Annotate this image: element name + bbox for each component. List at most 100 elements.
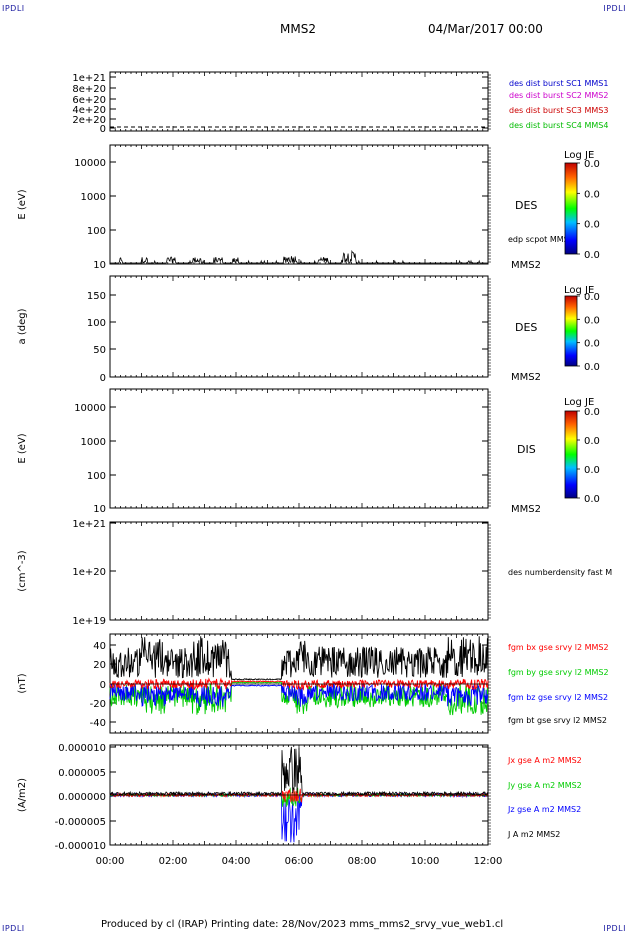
p3-ylabel: a (deg) — [17, 308, 28, 344]
p7-ytick-label: 0.000010 — [58, 743, 106, 754]
p6-ytick-label: 20 — [93, 660, 106, 671]
p2-colorbar-tick-label: 0.0 — [584, 189, 600, 200]
p6-ytick-label: -40 — [90, 718, 106, 729]
corner-label-bottom-left: IPDLI — [2, 924, 25, 933]
p5-ylabel: (cm^-3) — [17, 550, 28, 591]
p4-ytick-label: 1000 — [81, 437, 106, 448]
spacecraft-title: MMS2 — [280, 22, 316, 36]
p5-ytick-label: 1e+19 — [72, 616, 106, 627]
p5-ytick-label: 1e+20 — [72, 567, 106, 578]
corner-label-top-right: IPDLI — [603, 4, 626, 13]
time-axis-tick-label: 00:00 — [96, 856, 125, 867]
p2-ytick-label: 10 — [93, 260, 106, 271]
p6-series-bx — [109, 677, 489, 691]
p4-colorbar — [564, 410, 578, 499]
p2-plot-frame — [109, 144, 489, 265]
p6-legend-label: fgm bx gse srvy l2 MMS2 — [508, 643, 609, 652]
p1-legend-label: des dist burst SC2 MMS2 — [509, 91, 608, 100]
p5-legend-label: des numberdensity fast M — [508, 568, 612, 577]
p3-colorbar-tick-label: 0.0 — [584, 339, 600, 350]
p7-ytick-label: 0.000000 — [58, 792, 106, 803]
p2-overlay-label: edp scpot MMS2 — [508, 235, 574, 244]
p6-legend-label: fgm by gse srvy l2 MMS2 — [508, 668, 609, 677]
p4-plot-frame — [109, 388, 489, 509]
p3-ytick-label: 150 — [87, 291, 106, 302]
p3-plot-frame — [109, 275, 489, 378]
p1-ytick-label: 4e+20 — [72, 105, 106, 116]
p7-series-jz — [109, 791, 489, 843]
p3-spacecraft-label: MMS2 — [511, 372, 541, 383]
p3-ytick-label: 50 — [93, 345, 106, 356]
p4-colorbar-tick-label: 0.0 — [584, 436, 600, 447]
p7-legend-label: Jx gse A m2 MMS2 — [507, 756, 582, 765]
p5-ytick-label: 1e+21 — [72, 519, 106, 530]
p4-spacecraft-label: MMS2 — [511, 504, 541, 515]
p2-ytick-label: 100 — [87, 226, 106, 237]
p7-ytick-label: -0.000005 — [55, 817, 106, 828]
p2-colorbar-tick-label: 0.0 — [584, 220, 600, 231]
p4-colorbar-title: Log JE — [564, 397, 594, 408]
p1-ytick-label: 8e+20 — [72, 84, 106, 95]
p1-ytick-label: 0 — [100, 124, 106, 135]
p6-legend-label: fgm bt gse srvy l2 MMS2 — [508, 716, 607, 725]
p1-ytick-label: 1e+21 — [72, 73, 106, 84]
p6-ylabel: (nT) — [17, 673, 28, 693]
p7-legend-label: Jy gse A m2 MMS2 — [507, 781, 582, 790]
p3-ytick-label: 100 — [87, 318, 106, 329]
p6-ytick-label: -20 — [90, 699, 106, 710]
p6-legend-label: fgm bz gse srvy l2 MMS2 — [508, 693, 608, 702]
p2-colorbar-tick-label: 0.0 — [584, 159, 600, 170]
p2-ytick-label: 10000 — [74, 158, 106, 169]
p3-ytick-label: 0 — [100, 373, 106, 384]
p1-plot-frame — [109, 71, 489, 132]
date-title: 04/Mar/2017 00:00 — [428, 22, 543, 36]
p1-legend-label: des dist burst SC4 MMS4 — [509, 121, 608, 130]
p2-spacecraft-label: MMS2 — [511, 260, 541, 271]
p3-colorbar-tick-label: 0.0 — [584, 292, 600, 303]
time-axis-tick-label: 04:00 — [222, 856, 251, 867]
p2-ytick-label: 1000 — [81, 192, 106, 203]
p4-ytick-label: 10000 — [74, 403, 106, 414]
p7-ylabel: (A/m2) — [17, 778, 28, 812]
p7-legend-label: Jz gse A m2 MMS2 — [507, 805, 581, 814]
p3-colorbar-tick-label: 0.0 — [584, 362, 600, 373]
p6-ytick-label: 0 — [100, 680, 106, 691]
p1-ytick-label: 2e+20 — [72, 115, 106, 126]
p7-ytick-label: -0.000010 — [55, 841, 106, 852]
p6-series-bt — [109, 636, 489, 681]
p3-colorbar-title: Log JE — [564, 285, 594, 296]
p4-ytick-label: 100 — [87, 471, 106, 482]
time-axis-tick-label: 08:00 — [348, 856, 377, 867]
p3-species-label: DES — [515, 321, 537, 334]
p6-ytick-label: 40 — [93, 641, 106, 652]
p7-series-j — [109, 746, 489, 797]
p1-legend-label: des dist burst SC3 MMS3 — [509, 106, 608, 115]
p2-colorbar-tick-label: 0.0 — [584, 250, 600, 261]
p2-species-label: DES — [515, 199, 537, 212]
p5-plot-frame — [109, 521, 489, 621]
p1-ytick-label: 6e+20 — [72, 95, 106, 106]
p3-colorbar-tick-label: 0.0 — [584, 315, 600, 326]
corner-label-bottom-right: IPDLI — [603, 924, 626, 933]
p4-ytick-label: 10 — [93, 504, 106, 515]
corner-label-top-left: IPDLI — [2, 4, 25, 13]
time-axis-tick-label: 10:00 — [411, 856, 440, 867]
p2-ylabel: E (eV) — [17, 189, 28, 219]
footer-credit: Produced by cl (IRAP) Printing date: 28/… — [101, 919, 504, 930]
p2-colorbar — [564, 162, 578, 255]
p4-species-label: DIS — [517, 443, 536, 456]
p4-colorbar-tick-label: 0.0 — [584, 494, 600, 505]
p2-scpot-trace — [109, 249, 488, 265]
p4-colorbar-tick-label: 0.0 — [584, 465, 600, 476]
p1-legend-label: des dist burst SC1 MMS1 — [509, 79, 608, 88]
p7-legend-label: J A m2 MMS2 — [507, 830, 560, 839]
p3-colorbar — [564, 295, 578, 367]
p4-ylabel: E (eV) — [17, 433, 28, 463]
p7-ytick-label: 0.000005 — [58, 768, 106, 779]
p2-colorbar-title: Log JE — [564, 150, 594, 161]
time-axis-tick-label: 02:00 — [159, 856, 188, 867]
time-axis-tick-label: 12:00 — [474, 856, 503, 867]
p4-colorbar-tick-label: 0.0 — [584, 407, 600, 418]
time-axis-tick-label: 06:00 — [285, 856, 314, 867]
